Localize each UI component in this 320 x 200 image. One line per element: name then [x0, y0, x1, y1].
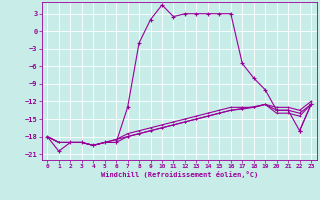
X-axis label: Windchill (Refroidissement éolien,°C): Windchill (Refroidissement éolien,°C) [100, 171, 258, 178]
